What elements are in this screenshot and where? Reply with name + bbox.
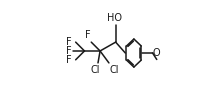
Text: F: F — [66, 55, 72, 65]
Text: Cl: Cl — [109, 65, 119, 75]
Text: O: O — [152, 48, 160, 58]
Text: F: F — [66, 37, 72, 47]
Text: F: F — [85, 30, 90, 40]
Text: Cl: Cl — [90, 65, 100, 75]
Text: F: F — [66, 46, 72, 56]
Text: HO: HO — [107, 13, 122, 23]
